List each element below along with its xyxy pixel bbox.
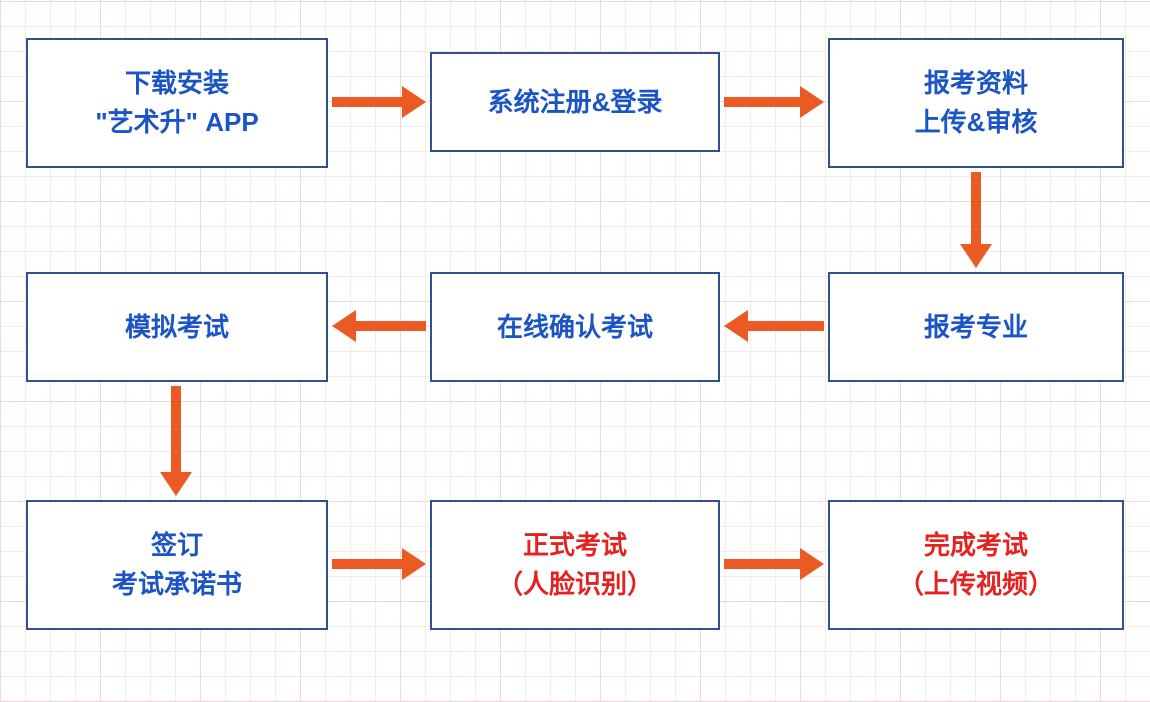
node-text-line: 在线确认考试: [497, 308, 653, 347]
node-text-line: （人脸识别）: [497, 565, 653, 604]
node-text-line: 正式考试: [523, 526, 627, 565]
arrow-down-icon: [160, 386, 192, 496]
arrow-right-icon: [724, 548, 824, 580]
arrow-right-icon: [332, 86, 426, 118]
node-text-line: 签订: [151, 526, 203, 565]
arrow-left-icon: [724, 310, 824, 342]
node-upload-review: 报考资料 上传&审核: [828, 38, 1124, 168]
node-text-line: 系统注册&登录: [488, 83, 663, 122]
node-text-line: 上传&审核: [915, 103, 1038, 142]
node-text-line: "艺术升" APP: [95, 103, 258, 142]
node-text-line: 报考专业: [924, 308, 1028, 347]
node-online-confirm: 在线确认考试: [430, 272, 720, 382]
node-text-line: 考试承诺书: [112, 565, 242, 604]
node-download-install-app: 下载安装 "艺术升" APP: [26, 38, 328, 168]
arrow-left-icon: [332, 310, 426, 342]
node-apply-major: 报考专业: [828, 272, 1124, 382]
node-text-line: 报考资料: [924, 64, 1028, 103]
node-text-line: 模拟考试: [125, 308, 229, 347]
node-formal-exam: 正式考试 （人脸识别）: [430, 500, 720, 630]
node-text-line: （上传视频）: [898, 565, 1054, 604]
arrow-down-icon: [960, 172, 992, 268]
node-register-login: 系统注册&登录: [430, 52, 720, 152]
node-sign-commitment: 签订 考试承诺书: [26, 500, 328, 630]
arrow-right-icon: [332, 548, 426, 580]
node-mock-exam: 模拟考试: [26, 272, 328, 382]
node-finish-exam: 完成考试 （上传视频）: [828, 500, 1124, 630]
flowchart-canvas: 下载安装 "艺术升" APP 系统注册&登录 报考资料 上传&审核 报考专业 在…: [0, 0, 1150, 702]
node-text-line: 完成考试: [924, 526, 1028, 565]
arrow-right-icon: [724, 86, 824, 118]
node-text-line: 下载安装: [125, 64, 229, 103]
